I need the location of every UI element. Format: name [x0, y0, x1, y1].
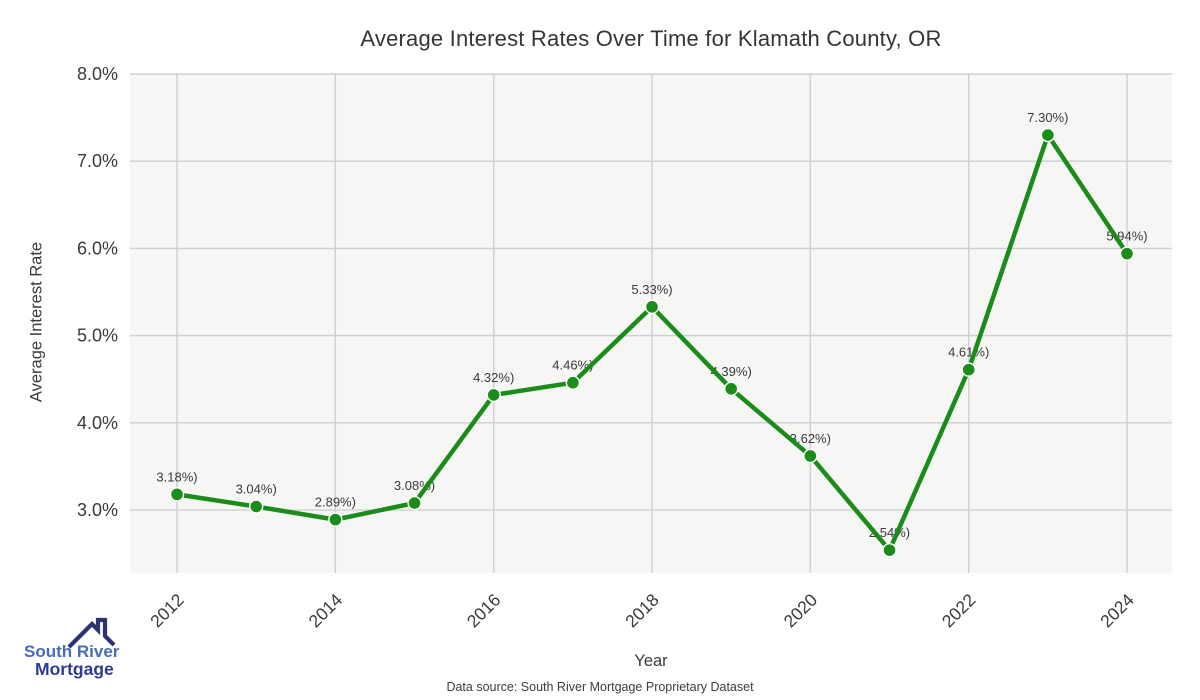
- chart-title: Average Interest Rates Over Time for Kla…: [360, 26, 942, 51]
- data-point-marker: [486, 387, 501, 403]
- data-point-marker: [723, 381, 739, 397]
- data-point-marker: [328, 512, 343, 527]
- data-point-marker: [882, 542, 897, 558]
- data-point-marker: [1119, 246, 1135, 261]
- y-axis-title: Average Interest Rate: [27, 241, 46, 403]
- data-point-label: 3.04%): [236, 482, 277, 497]
- data-point-label: 4.61%): [948, 345, 989, 360]
- plot-area: [130, 74, 1172, 573]
- x-axis-title: Year: [634, 652, 668, 670]
- house-roof-icon: [67, 617, 116, 649]
- data-point-label: 7.30%): [1027, 110, 1068, 125]
- x-tick-label: 2014: [305, 590, 347, 632]
- y-tick-label: 5.0%: [77, 326, 118, 346]
- data-source-note: Data source: South River Mortgage Propri…: [446, 680, 754, 694]
- x-tick-label: 2012: [146, 590, 188, 632]
- data-point-marker: [803, 448, 818, 464]
- data-point-label: 4.32%): [473, 370, 514, 385]
- data-point-label: 5.33%): [631, 282, 672, 297]
- x-tick-label: 2022: [938, 590, 980, 632]
- logo-text-mortgage: Mortgage: [35, 659, 114, 679]
- y-tick-label: 4.0%: [77, 413, 118, 433]
- y-tick-label: 7.0%: [77, 151, 118, 171]
- data-point-marker: [644, 299, 660, 315]
- data-point-label: 4.46%): [552, 358, 593, 373]
- logo-text-south-river: South River: [24, 642, 120, 661]
- data-point-label: 3.18%): [156, 469, 197, 484]
- y-tick-label: 8.0%: [77, 64, 118, 84]
- data-point-marker: [248, 499, 264, 514]
- data-point-marker: [565, 375, 581, 390]
- company-logo: South River Mortgage: [20, 614, 130, 688]
- roof-outline: [67, 617, 116, 649]
- data-point-label: 3.62%): [790, 431, 831, 446]
- y-tick-label: 6.0%: [77, 238, 118, 258]
- data-point-label: 2.89%): [315, 495, 356, 510]
- x-tick-label: 2020: [780, 590, 822, 632]
- data-point-marker: [407, 495, 422, 511]
- data-point-marker: [1040, 127, 1056, 143]
- y-tick-label: 3.0%: [77, 500, 118, 520]
- x-tick-label: 2018: [621, 590, 663, 632]
- data-point-marker: [961, 362, 976, 377]
- x-tick-label: 2024: [1096, 590, 1138, 632]
- x-tick-label: 2016: [463, 590, 505, 632]
- data-point-marker: [169, 487, 185, 502]
